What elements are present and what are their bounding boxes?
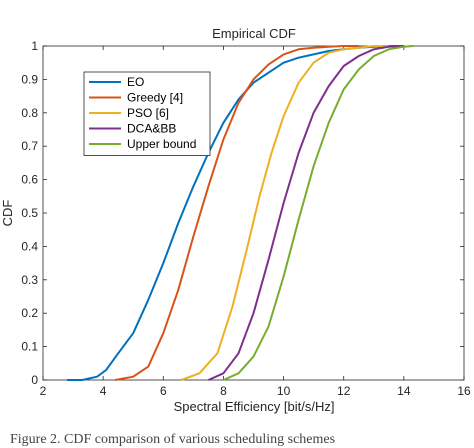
y-axis-label: CDF	[0, 200, 15, 227]
y-tick-label: 0.7	[21, 139, 38, 153]
y-tick-label: 0.1	[21, 340, 38, 354]
figure-caption: Figure 2. CDF comparison of various sche…	[10, 432, 336, 447]
y-tick-label: 0	[31, 373, 38, 387]
series-line-2	[180, 45, 389, 381]
y-tick-label: 0.3	[21, 273, 38, 287]
x-tick-label: 16	[457, 384, 471, 398]
x-tick-label: 8	[220, 384, 227, 398]
y-tick-label: 0.9	[21, 72, 38, 86]
legend-label: PSO [6]	[127, 106, 169, 120]
y-tick-label: 0.5	[21, 206, 38, 220]
plot-area: 2 4 6 8 10 12 14 16 0 0.1 0.2 0.3 0.4 0.5 0.6 0.7 0.8 0.9…	[21, 39, 471, 398]
x-tick-label: 4	[100, 384, 107, 398]
series-line-1	[115, 45, 359, 381]
legend-label: Upper bound	[127, 137, 196, 151]
legend-label: Greedy [4]	[127, 91, 183, 105]
legend-label: DCA&BB	[127, 122, 176, 136]
x-tick-label: 14	[397, 384, 411, 398]
y-tick-label: 0.2	[21, 306, 38, 320]
x-tick-label: 10	[277, 384, 291, 398]
x-tick-label: 2	[40, 384, 47, 398]
series-line-3	[207, 45, 404, 381]
y-tick-label: 0.6	[21, 173, 38, 187]
y-tick-label: 0.4	[21, 239, 38, 253]
chart-title: Empirical CDF	[212, 26, 296, 41]
x-tick-label: 6	[160, 384, 167, 398]
y-tick-label: 0.8	[21, 106, 38, 120]
x-axis-label: Spectral Efficiency [bit/s/Hz]	[174, 399, 335, 414]
x-tick-label: 12	[337, 384, 351, 398]
y-tick-label: 1	[31, 39, 38, 53]
legend-label: EO	[127, 75, 144, 89]
series-line-4	[222, 45, 413, 381]
cdf-chart: Empirical CDF 2 4 6 8 10 12 14 16 0 0.1 0.2 0.3 0.4 0…	[0, 26, 471, 414]
